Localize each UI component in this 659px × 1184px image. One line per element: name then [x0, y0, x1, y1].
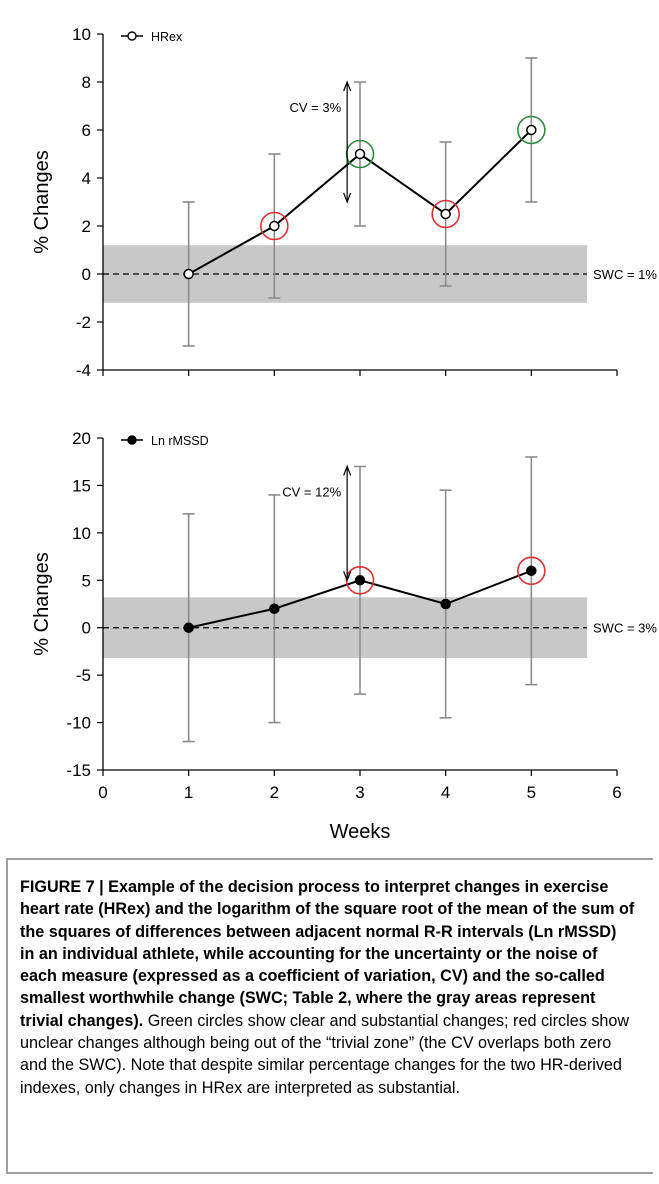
y-tick-label: -5 — [76, 666, 91, 685]
x-tick-label: 0 — [98, 783, 107, 802]
cv-arrow-head-top — [343, 464, 352, 476]
legend-marker — [127, 31, 137, 41]
data-point — [526, 124, 537, 136]
cv-arrow-head-bottom — [343, 192, 352, 204]
legend-label: HRex — [151, 30, 183, 44]
x-tick-label: 1 — [184, 783, 193, 802]
green-highlight-circle — [345, 139, 375, 169]
ln-rmssd-panel: SWC = 3% -15 -10 -5 0 5 10 15 20 0 1 2 3 4 5 6 % Changes… — [31, 429, 657, 843]
y-tick-label: 8 — [82, 73, 91, 92]
y-tick-label: 4 — [82, 169, 91, 188]
red-highlight-circle — [345, 565, 375, 595]
data-point — [440, 598, 451, 610]
y-tick-label: 5 — [82, 571, 91, 590]
y-axis-label: % Changes — [31, 150, 53, 253]
data-point — [354, 575, 366, 586]
data-point — [183, 268, 194, 280]
y-tick-label: -10 — [66, 714, 91, 733]
cv-label: CV = 12% — [282, 484, 341, 499]
data-point — [440, 208, 451, 220]
caption-body: Green circles show clear and substantial… — [20, 1011, 630, 1097]
data-point — [269, 603, 280, 614]
green-highlight-circle — [517, 115, 546, 145]
data-point — [183, 622, 194, 633]
y-tick-label: 10 — [72, 524, 91, 543]
x-tick-label: 2 — [270, 783, 279, 802]
red-highlight-circle — [517, 556, 546, 586]
y-tick-label: 20 — [72, 429, 91, 448]
x-tick-label: 3 — [355, 783, 364, 802]
y-tick-label: 0 — [82, 619, 91, 638]
y-tick-label: 15 — [72, 476, 91, 495]
swc-label: SWC = 1% — [593, 267, 657, 282]
y-tick-label: 0 — [82, 265, 91, 284]
y-tick-label: -2 — [76, 313, 91, 332]
figure-caption: FIGURE 7 | Example of the decision proce… — [20, 876, 635, 1099]
legend-marker — [127, 435, 137, 445]
y-tick-label: 2 — [82, 217, 91, 236]
red-highlight-circle — [431, 199, 460, 229]
caption-border — [6, 858, 653, 1174]
x-tick-label: 4 — [441, 783, 450, 802]
data-point — [354, 148, 366, 160]
x-tick-label: 6 — [612, 783, 621, 802]
x-axis-label: Weeks — [330, 821, 391, 843]
hrex-panel: SWC = 1% -4 -2 0 2 4 6 8 10 % Changes CV = 3% HRex — [31, 25, 657, 380]
y-tick-label: -15 — [66, 761, 91, 780]
caption-figure-label: FIGURE 7 | Example of the decision proce… — [20, 878, 635, 1030]
y-tick-label: 6 — [82, 121, 91, 140]
swc-label: SWC = 3% — [593, 621, 657, 636]
legend-label: Ln rMSSD — [151, 434, 209, 448]
y-axis-label: % Changes — [31, 552, 53, 655]
cv-arrow-head-top — [343, 80, 352, 92]
x-tick-label: 5 — [527, 783, 536, 802]
cv-arrow-head-bottom — [343, 571, 352, 582]
data-point — [526, 565, 537, 577]
y-tick-label: -4 — [76, 361, 91, 380]
data-point — [269, 220, 280, 232]
y-tick-label: 10 — [72, 25, 91, 44]
cv-label: CV = 3% — [289, 100, 341, 115]
red-highlight-circle — [260, 211, 289, 241]
